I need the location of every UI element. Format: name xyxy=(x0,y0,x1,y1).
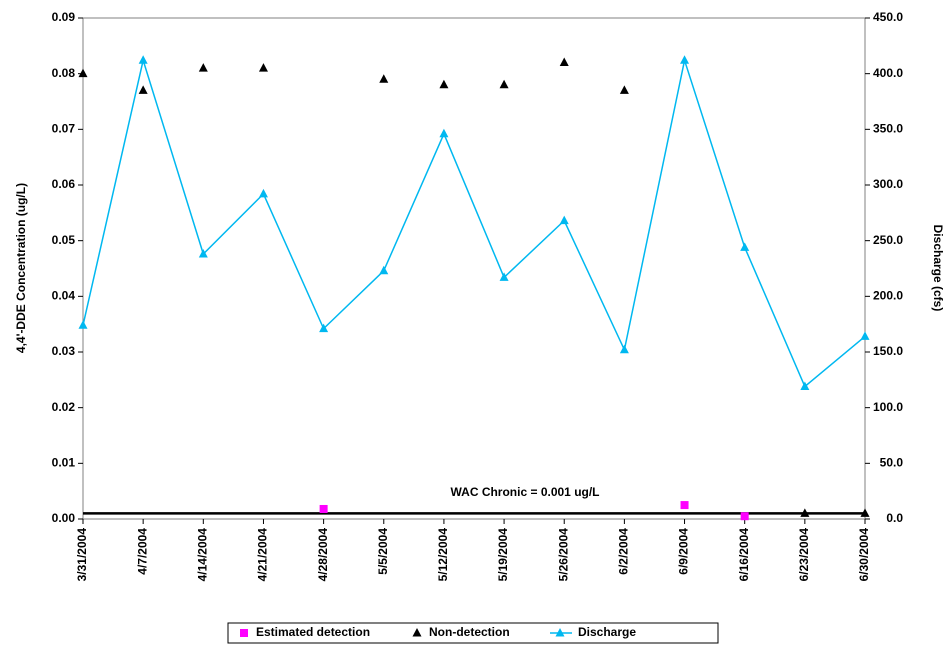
data-point xyxy=(138,55,148,64)
data-point xyxy=(800,508,810,517)
data-point xyxy=(559,215,569,225)
y2-tick-label: 200.0 xyxy=(873,289,903,303)
data-point xyxy=(198,63,208,72)
y-tick-label: 0.05 xyxy=(52,233,76,247)
legend-box xyxy=(227,622,719,644)
data-point xyxy=(619,85,629,94)
data-point xyxy=(439,128,449,138)
data-point xyxy=(680,55,690,64)
y2-tick-label: 400.0 xyxy=(873,66,903,80)
data-point xyxy=(138,85,148,94)
x-tick-label: 4/14/2004 xyxy=(195,528,209,582)
y2-tick-label: 300.0 xyxy=(873,177,903,191)
x-tick-label: 6/2/2004 xyxy=(617,528,631,575)
x-tick-label: 4/7/2004 xyxy=(135,528,149,575)
x-tick-label: 5/5/2004 xyxy=(376,528,390,575)
legend-marker xyxy=(240,629,248,637)
plot-area xyxy=(82,17,866,520)
data-point xyxy=(78,68,88,78)
data-point xyxy=(198,249,208,258)
data-point xyxy=(319,323,329,333)
data-point xyxy=(740,512,749,521)
legend-label: Discharge xyxy=(578,625,636,639)
y-axis-title: 4,4'-DDE Concentration (ug/L) xyxy=(14,183,28,353)
legend-label: Non-detection xyxy=(429,625,510,639)
data-point xyxy=(800,381,810,391)
x-tick-label: 6/9/2004 xyxy=(677,528,691,575)
y2-tick-label: 350.0 xyxy=(873,122,903,136)
y-tick-label: 0.06 xyxy=(52,177,76,191)
legend-marker xyxy=(412,628,422,637)
x-tick-label: 4/21/2004 xyxy=(256,528,270,582)
data-point xyxy=(860,331,870,340)
x-tick-label: 5/12/2004 xyxy=(436,528,450,582)
y-tick-label: 0.00 xyxy=(52,511,76,525)
series-line xyxy=(82,57,866,388)
data-point xyxy=(740,242,750,251)
legend-label: Estimated detection xyxy=(256,625,370,639)
data-point xyxy=(319,504,328,513)
y2-tick-label: 50.0 xyxy=(880,456,904,470)
data-point xyxy=(559,57,569,67)
data-point xyxy=(258,188,268,198)
data-point xyxy=(379,265,389,275)
data-point xyxy=(439,79,449,89)
data-point xyxy=(860,508,870,517)
y2-tick-label: 150.0 xyxy=(873,344,903,358)
x-tick-label: 6/23/2004 xyxy=(797,528,811,582)
legend-marker xyxy=(555,628,565,637)
x-tick-label: 6/16/2004 xyxy=(737,528,751,582)
data-point xyxy=(619,344,629,354)
y-tick-label: 0.08 xyxy=(52,66,76,80)
x-tick-label: 5/26/2004 xyxy=(556,528,570,582)
data-point xyxy=(680,501,689,510)
x-tick-label: 3/31/2004 xyxy=(75,528,89,582)
data-point xyxy=(258,63,268,72)
reference-label: WAC Chronic = 0.001 ug/L xyxy=(450,485,599,499)
data-point xyxy=(379,74,389,83)
y-tick-label: 0.09 xyxy=(52,10,76,24)
y2-tick-label: 0.0 xyxy=(886,511,903,525)
data-point xyxy=(499,272,509,281)
y2-tick-label: 450.0 xyxy=(873,10,903,24)
y-tick-label: 0.03 xyxy=(52,344,76,358)
x-tick-label: 6/30/2004 xyxy=(857,528,871,582)
data-point xyxy=(499,79,509,89)
y-tick-label: 0.07 xyxy=(52,122,76,136)
x-tick-label: 5/19/2004 xyxy=(496,528,510,582)
y2-tick-label: 250.0 xyxy=(873,233,903,247)
data-point xyxy=(78,320,88,329)
y-tick-label: 0.01 xyxy=(52,456,76,470)
x-tick-label: 4/28/2004 xyxy=(316,528,330,582)
y2-tick-label: 100.0 xyxy=(873,400,903,414)
y-tick-label: 0.04 xyxy=(52,289,76,303)
y2-axis-title: Discharge (cfs) xyxy=(931,225,945,312)
y-tick-label: 0.02 xyxy=(52,400,76,414)
